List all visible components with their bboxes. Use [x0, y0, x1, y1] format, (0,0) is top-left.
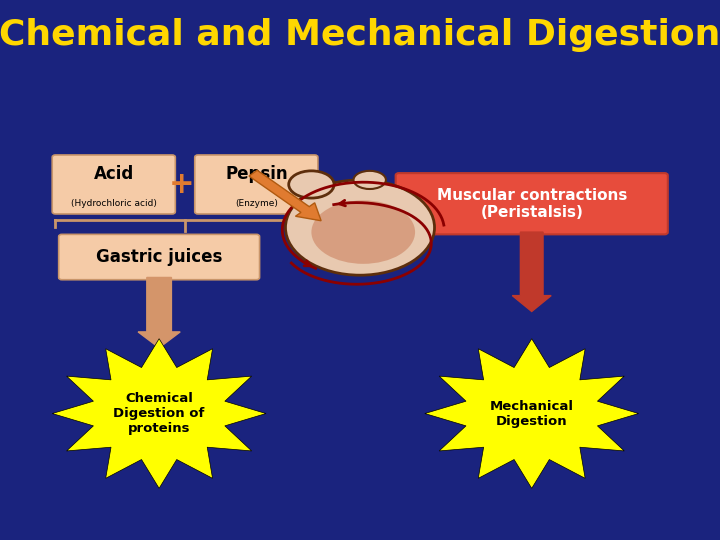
Text: Acid: Acid	[94, 165, 134, 184]
FancyArrow shape	[138, 278, 180, 348]
FancyBboxPatch shape	[59, 234, 260, 280]
Text: Chemical and Mechanical Digestion: Chemical and Mechanical Digestion	[0, 18, 720, 52]
Text: Mechanical
Digestion: Mechanical Digestion	[490, 400, 574, 428]
Text: Pepsin: Pepsin	[225, 165, 287, 184]
Polygon shape	[425, 339, 639, 488]
FancyArrow shape	[249, 170, 321, 221]
FancyBboxPatch shape	[194, 155, 318, 214]
Ellipse shape	[311, 200, 415, 264]
FancyBboxPatch shape	[396, 173, 668, 234]
Text: Chemical
Digestion of
proteins: Chemical Digestion of proteins	[114, 392, 204, 435]
FancyBboxPatch shape	[53, 155, 176, 214]
Ellipse shape	[354, 171, 386, 189]
Text: Muscular contractions
(Peristalsis): Muscular contractions (Peristalsis)	[436, 187, 627, 220]
Ellipse shape	[285, 180, 435, 275]
Text: (Enzyme): (Enzyme)	[235, 199, 278, 208]
Ellipse shape	[289, 171, 334, 198]
Text: (Hydrochloric acid): (Hydrochloric acid)	[71, 199, 157, 208]
Text: Gastric juices: Gastric juices	[96, 248, 222, 266]
Polygon shape	[53, 339, 266, 488]
Text: +: +	[169, 170, 194, 199]
FancyArrow shape	[513, 232, 552, 312]
